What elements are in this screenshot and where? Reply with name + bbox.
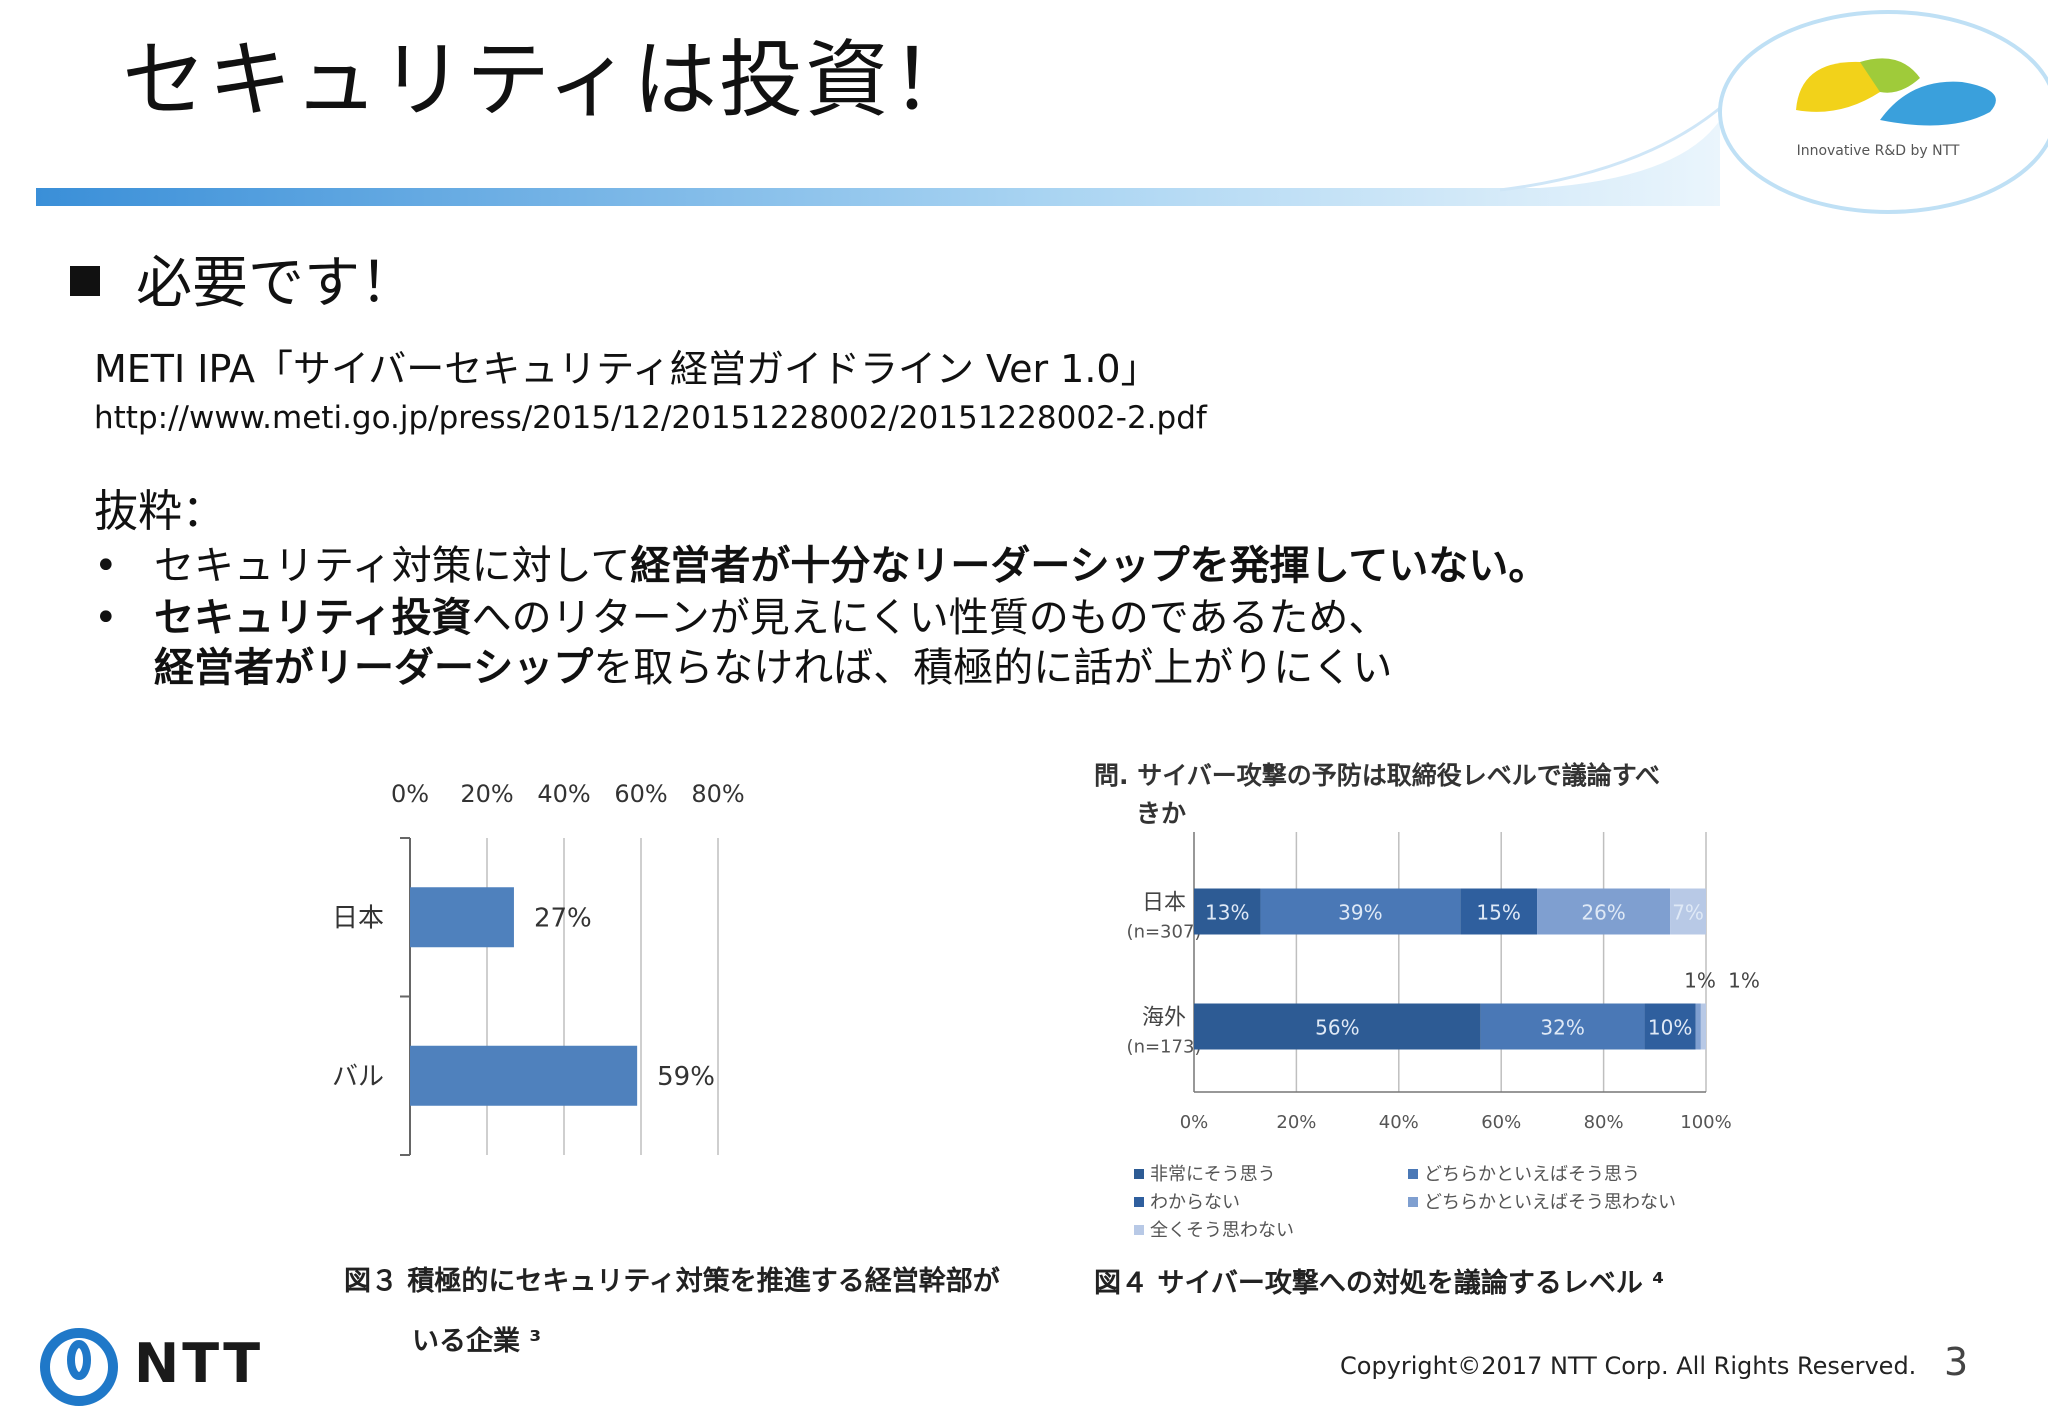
segment-label: 26% bbox=[1581, 901, 1625, 925]
innovative-logo: Innovative R&D by NTT bbox=[1718, 10, 2048, 214]
bar bbox=[410, 887, 514, 948]
excerpt-bullet-1: • セキュリティ対策に対して経営者が十分なリーダーシップを発揮していない。 bbox=[94, 540, 1548, 592]
category-label: 海外 bbox=[1142, 1006, 1186, 1031]
x-tick-label: 80% bbox=[1584, 1112, 1624, 1133]
bullet-dot: • bbox=[94, 595, 118, 641]
chart2-segment-labels: 13% 39% 15% 26% 7% 56% 32% 10% 1% 1% bbox=[1205, 901, 1760, 1040]
chart1-value-labels: 27% 59% bbox=[534, 903, 715, 1092]
square-bullet-icon bbox=[70, 266, 100, 296]
chart2-bars bbox=[1194, 888, 1706, 1050]
ntt-wordmark: NTT bbox=[134, 1332, 264, 1395]
stacked-segment bbox=[1695, 1003, 1701, 1050]
segment-label-outside: 1% bbox=[1684, 969, 1716, 993]
figure-3-caption-line-2: いる企業 ³ bbox=[412, 1325, 541, 1357]
stacked-segment bbox=[1194, 1003, 1481, 1050]
figure-3-caption-line-1: 図３ 積極的にセキュリティ対策を推進する経営幹部が bbox=[344, 1265, 1000, 1297]
bullet-2-bold-2: 経営者がリーダーシップ bbox=[154, 645, 594, 691]
bar bbox=[410, 1045, 638, 1106]
stacked-segment bbox=[1700, 1003, 1706, 1050]
legend-swatch bbox=[1134, 1197, 1144, 1207]
category-sublabel: (n=173) bbox=[1127, 1037, 1202, 1058]
chart1-grid bbox=[400, 837, 719, 1156]
page-number: 3 bbox=[1944, 1340, 1969, 1384]
legend-label: 非常にそう思う bbox=[1150, 1164, 1276, 1185]
x-tick-label: 40% bbox=[1379, 1112, 1419, 1133]
logo-swoosh-yellow bbox=[1796, 61, 1887, 112]
logo-swoosh-green bbox=[1860, 58, 1920, 93]
chart1-bars bbox=[410, 887, 638, 1106]
ntt-logo-icon bbox=[40, 1328, 118, 1406]
stacked-segment bbox=[1537, 888, 1671, 935]
x-tick-label: 0% bbox=[1180, 1112, 1209, 1133]
logo-swoosh-blue bbox=[1880, 81, 1996, 126]
chart1-categories: 日本グローバル bbox=[330, 903, 384, 1092]
category-label: 日本 bbox=[332, 903, 384, 933]
x-tick-label: 80% bbox=[691, 780, 744, 808]
bar-value-label: 27% bbox=[534, 903, 592, 933]
legend-swatch bbox=[1134, 1169, 1144, 1179]
chart2-categories: 日本 (n=307) 海外 (n=173) bbox=[1127, 891, 1202, 1058]
legend-label: 全くそう思わない bbox=[1150, 1220, 1294, 1241]
excerpt-bullet-2: • セキュリティ投資へのリターンが見えにくい性質のものであるため、 bbox=[94, 592, 1388, 644]
segment-label: 13% bbox=[1205, 901, 1249, 925]
segment-label: 39% bbox=[1338, 901, 1382, 925]
bullet-1-bold: 経営者が十分なリーダーシップを発揮していない。 bbox=[630, 543, 1549, 589]
chart1-x-ticks: 0% 20% 40% 60% 80% bbox=[391, 780, 745, 808]
excerpt-label: 抜粋： bbox=[94, 486, 226, 537]
legend-label: どちらかといえばそう思う bbox=[1424, 1164, 1640, 1185]
category-label: 日本 bbox=[1142, 891, 1186, 916]
legend-swatch bbox=[1408, 1197, 1418, 1207]
stacked-segment bbox=[1670, 888, 1706, 935]
excerpt-bullet-2-continued: 経営者がリーダーシップを取らなければ、積極的に話が上がりにくい bbox=[154, 642, 1392, 694]
bullet-2-text-2: を取らなければ、積極的に話が上がりにくい bbox=[593, 645, 1393, 691]
bullet-heading: 必要です！ bbox=[70, 250, 416, 318]
bullet-2-bold: セキュリティ投資 bbox=[154, 595, 472, 641]
figure-4-question-line-1: 問. サイバー攻撃の予防は取締役レベルで議論すべ bbox=[1094, 761, 1660, 790]
x-tick-label: 100% bbox=[1680, 1112, 1731, 1133]
bullet-1-text: セキュリティ対策に対して bbox=[154, 543, 631, 589]
x-tick-label: 60% bbox=[1481, 1112, 1521, 1133]
logo-text: Innovative R&D by NTT bbox=[1797, 143, 1960, 159]
figure-4-caption: 図４ サイバー攻撃への対処を議論するレベル ⁴ bbox=[1094, 1267, 1664, 1299]
segment-label: 10% bbox=[1648, 1016, 1692, 1040]
segment-label: 32% bbox=[1540, 1016, 1584, 1040]
legend-label: わからない bbox=[1150, 1192, 1240, 1213]
category-sublabel: (n=307) bbox=[1127, 922, 1202, 943]
legend-swatch bbox=[1134, 1225, 1144, 1235]
segment-label-outside: 1% bbox=[1728, 969, 1760, 993]
x-tick-label: 0% bbox=[391, 780, 429, 808]
x-tick-label: 20% bbox=[460, 780, 513, 808]
figure-4-question-line-2: きか bbox=[1136, 799, 1186, 828]
x-tick-label: 20% bbox=[1276, 1112, 1316, 1133]
bullet-heading-text: 必要です！ bbox=[136, 251, 416, 316]
chart2-grid bbox=[1193, 832, 1707, 1093]
legend-swatch bbox=[1408, 1169, 1418, 1179]
footer-copyright: Copyright©2017 NTT Corp. All Rights Rese… bbox=[1340, 1352, 1917, 1380]
stacked-segment bbox=[1260, 888, 1461, 935]
bullet-2-text: へのリターンが見えにくい性質のものであるため、 bbox=[471, 595, 1389, 641]
stacked-segment bbox=[1480, 1003, 1645, 1050]
stacked-segment bbox=[1644, 1003, 1696, 1050]
stacked-segment bbox=[1460, 888, 1538, 935]
source-title: METI IPA「サイバーセキュリティ経営ガイドライン Ver 1.0」 bbox=[94, 347, 1159, 391]
figure-3-chart: 0% 20% 40% 60% 80% 日本グローバル 27% 59% 図３ 積極的にセキュ… bbox=[330, 780, 1000, 1357]
segment-label: 56% bbox=[1315, 1016, 1359, 1040]
x-tick-label: 40% bbox=[537, 780, 590, 808]
legend-label: どちらかといえばそう思わない bbox=[1424, 1192, 1676, 1213]
segment-label: 15% bbox=[1476, 901, 1520, 925]
chart2-x-ticks: 0% 20% 40% 60% 80% 100% bbox=[1180, 1112, 1732, 1133]
bar-value-label: 59% bbox=[657, 1062, 715, 1092]
slide-title: セキュリティは投資！ bbox=[122, 31, 977, 129]
figure-4-chart: 問. サイバー攻撃の予防は取締役レベルで議論すべ きか 0% 20% 40% 60% 8… bbox=[1094, 761, 1760, 1299]
x-tick-label: 60% bbox=[614, 780, 667, 808]
segment-label: 7% bbox=[1672, 901, 1704, 925]
category-label: グローバル bbox=[330, 1062, 384, 1092]
stacked-segment bbox=[1194, 888, 1261, 935]
source-url: http://www.meti.go.jp/press/2015/12/2015… bbox=[94, 400, 1207, 436]
bullet-dot: • bbox=[94, 543, 118, 589]
